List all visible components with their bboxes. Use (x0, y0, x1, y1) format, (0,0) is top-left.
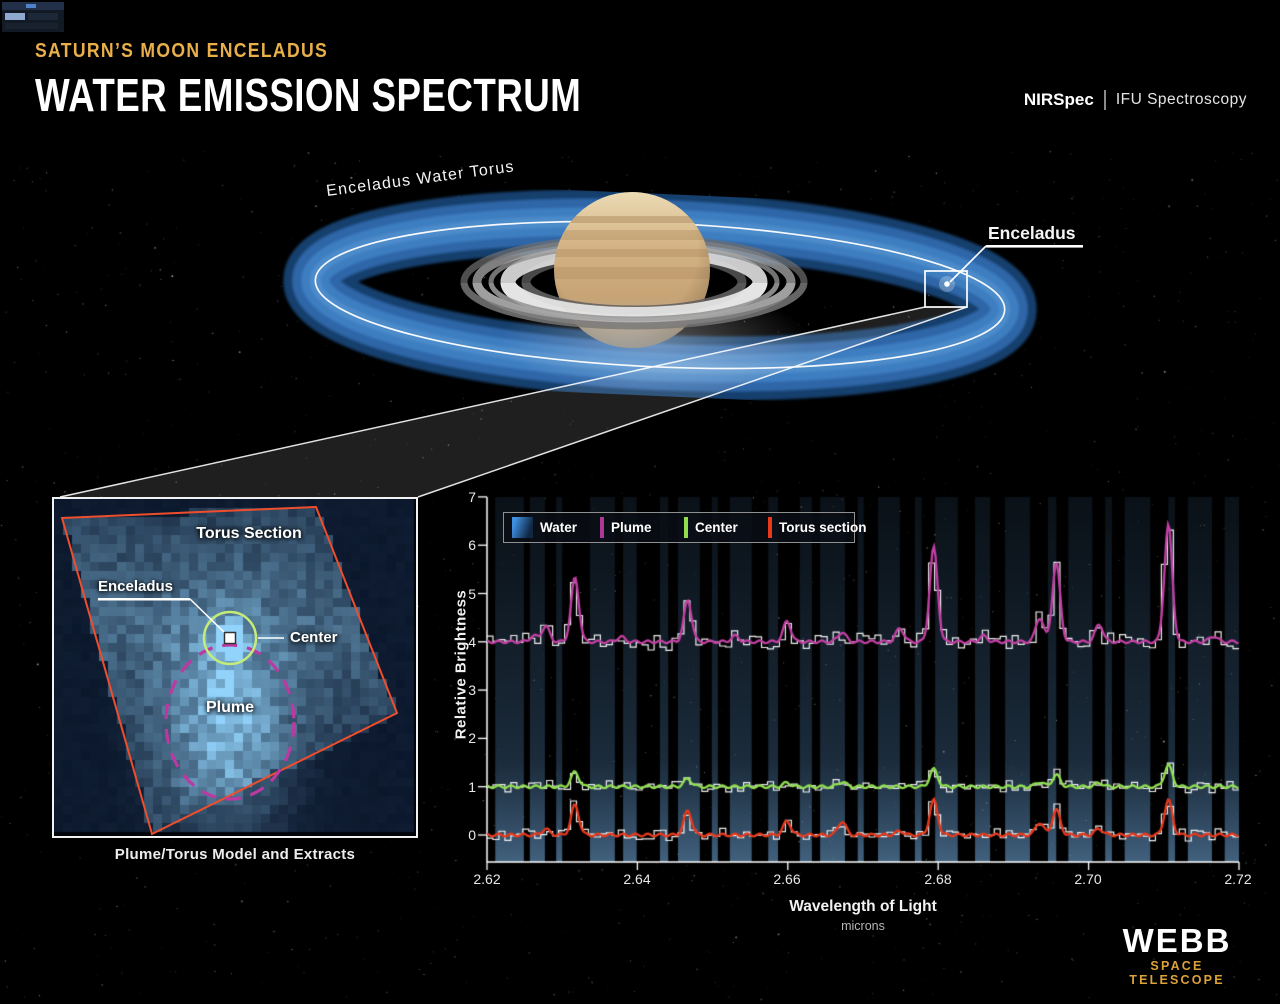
zoom-wedge (59, 306, 968, 498)
inset-enceladus-label: Enceladus (98, 578, 174, 595)
legend-label: Plume (611, 520, 652, 535)
header: SATURN’S MOON ENCELADUS WATER EMISSION S… (0, 0, 1280, 148)
enceladus-moon-glow (939, 276, 955, 292)
plume-swatch (600, 517, 604, 538)
saturn-haze-glow (500, 288, 810, 392)
x-tick: 2.66 (773, 871, 801, 887)
center-label: Center (290, 629, 338, 646)
plume-label: Plume (205, 699, 254, 716)
x-tick: 2.68 (924, 871, 952, 887)
desktop-thumbnail-artifact (2, 2, 64, 32)
legend-item-center: Center (684, 513, 738, 542)
saturn-torus-illustration: Enceladus Enceladus Water Torus (59, 158, 1083, 498)
page-eyebrow: SATURN’S MOON ENCELADUS (35, 40, 329, 62)
water-torus-label: Enceladus Water Torus (325, 158, 515, 200)
y-tick: 5 (468, 586, 476, 602)
x-tick: 2.72 (1224, 871, 1252, 887)
chart-legend: Water Plume Center Torus section (503, 512, 867, 543)
divider (1103, 90, 1106, 110)
legend-label: Water (540, 520, 578, 535)
enceladus-orbit-line (314, 220, 1006, 370)
torus-section-label: Torus Section (196, 525, 302, 542)
instrument-mode: IFU Spectroscopy (1115, 91, 1247, 108)
instrument-name: NIRSpec (1023, 90, 1094, 109)
plume-dashed-ellipse (164, 643, 296, 801)
enceladus-underline (98, 598, 190, 601)
torus-swatch (768, 517, 772, 538)
center-swatch (684, 517, 688, 538)
x-tick: 2.64 (623, 871, 651, 887)
enceladus-moon-dot (944, 281, 950, 287)
webb-logo: WEBB SPACE TELESCOPE (1112, 922, 1242, 988)
webb-logo-sub: SPACE TELESCOPE (1129, 959, 1225, 987)
x-tick: 2.70 (1074, 871, 1102, 887)
page-title: WATER EMISSION SPECTRUM (35, 69, 582, 121)
saturn-rings-front (460, 283, 808, 330)
legend-item-water: Water (512, 513, 577, 542)
y-tick: 6 (468, 537, 476, 553)
inset-overlay (60, 505, 399, 836)
x-tick: 2.62 (473, 871, 501, 887)
legend-label: Center (695, 520, 738, 535)
enceladus-pixel-square (223, 631, 237, 645)
torus-section-outline (60, 505, 399, 836)
y-tick: 4 (468, 634, 476, 650)
saturn-rings-back (460, 234, 808, 330)
x-axis-title: Wavelength of Light (789, 898, 937, 915)
y-tick: 2 (468, 730, 476, 746)
water-torus (283, 189, 1037, 401)
y-tick: 7 (468, 489, 476, 505)
plume-torus-inset-panel: Torus Section Enceladus Center Plume (52, 497, 418, 838)
legend-item-torus: Torus section (768, 513, 867, 542)
water-swatch (512, 517, 533, 538)
webb-logo-main: WEBB (1122, 922, 1232, 959)
inset-caption: Plume/Torus Model and Extracts (114, 846, 356, 863)
y-tick: 0 (468, 827, 476, 843)
y-tick: 1 (468, 779, 476, 795)
enceladus-callout-box (924, 245, 1083, 308)
legend-label: Torus section (779, 520, 867, 535)
instrument-label: NIRSpec IFU Spectroscopy (1024, 90, 1247, 110)
y-tick: 3 (468, 682, 476, 698)
saturn-globe (554, 192, 710, 348)
enceladus-label: Enceladus (988, 223, 1076, 243)
legend-item-plume: Plume (600, 513, 652, 542)
